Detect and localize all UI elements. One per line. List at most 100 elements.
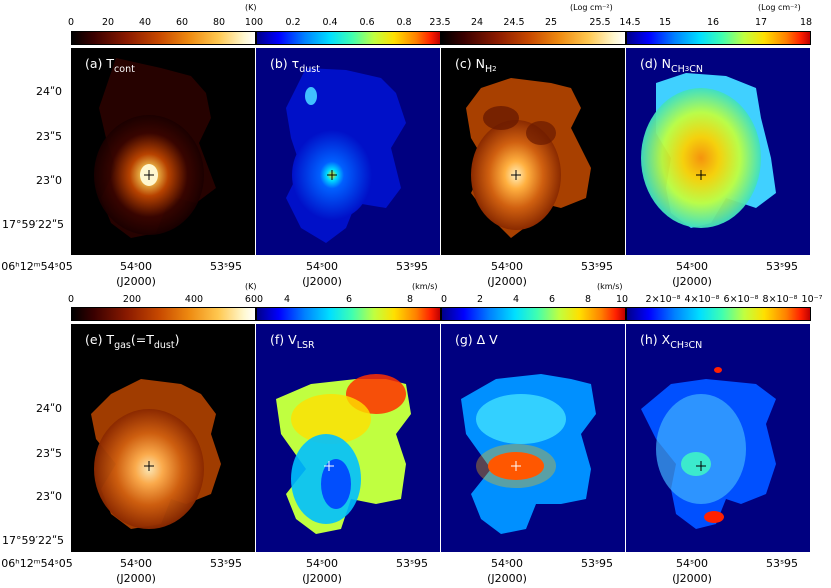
cb-tick: 25 [544, 17, 558, 28]
x-tick: 54ˢ00 [675, 260, 709, 273]
x-label: (J2000) [487, 572, 527, 585]
cb-tick: 10⁻⁷ [801, 294, 823, 305]
colorbar-nch3cn [626, 31, 811, 45]
cb-tick: 200 [122, 294, 142, 305]
cb-tick: 0 [67, 17, 75, 28]
map-xch3cn [641, 367, 776, 529]
cb-tick: 6 [548, 294, 556, 305]
x-tick: 06ʰ12ᵐ54ˢ05 [1, 260, 73, 273]
cb-tick: 16 [706, 17, 720, 28]
cb-tick: 8 [584, 294, 592, 305]
x-tick: 54ˢ00 [490, 557, 524, 570]
x-tick: 53ˢ95 [765, 557, 799, 570]
cb-tick: 80 [212, 17, 226, 28]
cb-tick: 2×10⁻⁸ [645, 294, 681, 305]
map-tgas [91, 379, 221, 529]
cb-tick: 60 [175, 17, 189, 28]
map-tau-dust [286, 68, 406, 243]
cb-tick: 18 [799, 17, 813, 28]
cb-tick: 8×10⁻⁸ [762, 294, 798, 305]
colorbar-xch3cn [626, 307, 811, 321]
y-tick: 23ʺ5 [36, 130, 63, 143]
y-tick: 24ʺ0 [36, 402, 63, 415]
panel-label: (a) Tcont [85, 56, 135, 75]
cb-tick: 100 [244, 17, 264, 28]
panel-label: (b) τdust [270, 56, 320, 75]
cb-tick: 4 [512, 294, 520, 305]
panel-d-nch3cn: (d) NCH3CN [626, 48, 810, 255]
y-tick: 17°59′22ʺ5 [2, 218, 65, 231]
cb-tick: 14.5 [619, 17, 641, 28]
x-label: (J2000) [672, 275, 712, 288]
cb-tick: 15 [658, 17, 672, 28]
colorbar-tgas [71, 307, 256, 321]
x-tick: 54ˢ00 [305, 260, 339, 273]
cb-tick: 24 [470, 17, 484, 28]
x-label: (J2000) [487, 275, 527, 288]
x-tick: 53ˢ95 [395, 557, 429, 570]
x-tick: 53ˢ95 [395, 260, 429, 273]
colorbar-tcont [71, 31, 256, 45]
cb-tick: 0.6 [359, 17, 375, 28]
cb-tick: 20 [101, 17, 115, 28]
x-tick: 53ˢ95 [209, 557, 243, 570]
cb-unit: (K) [245, 282, 257, 291]
cb-tick: 600 [244, 294, 264, 305]
cb-tick: 400 [184, 294, 204, 305]
x-tick: 54ˢ00 [305, 557, 339, 570]
cb-unit: (km/s) [412, 282, 438, 291]
cb-unit: (Log cm⁻²) [570, 3, 613, 12]
x-tick: 53ˢ95 [765, 260, 799, 273]
x-tick: 53ˢ95 [580, 557, 614, 570]
map-nch3cn [641, 73, 776, 228]
cb-tick: 17 [754, 17, 768, 28]
panel-a-tcont: (a) Tcont [71, 48, 255, 255]
cb-unit: (km/s) [597, 282, 623, 291]
x-label: (J2000) [302, 572, 342, 585]
cb-tick: 4 [283, 294, 291, 305]
y-tick: 23ʺ0 [36, 174, 63, 187]
x-label: (J2000) [116, 275, 156, 288]
cb-tick: 0 [67, 294, 75, 305]
x-tick: 53ˢ95 [580, 260, 614, 273]
cb-tick: 0.8 [396, 17, 412, 28]
y-tick: 23ʺ5 [36, 447, 63, 460]
map-vlsr [276, 374, 411, 534]
panel-label: (d) NCH3CN [640, 56, 704, 75]
panel-e-tgas: (e) Tgas(=Tdust) [71, 324, 255, 552]
cb-tick: 2 [476, 294, 484, 305]
panel-f-vlsr: (f) VLSR [256, 324, 440, 552]
panel-h-xch3cn: (h) XCH3CN [626, 324, 810, 552]
y-tick: 24ʺ0 [36, 85, 63, 98]
cb-tick: 0.2 [285, 17, 301, 28]
y-tick: 23ʺ0 [36, 490, 63, 503]
cb-tick: 0.4 [322, 17, 338, 28]
panel-c-nh2: (c) NH2 [441, 48, 625, 255]
cb-tick: 10 [615, 294, 629, 305]
cb-tick: 0 [440, 294, 448, 305]
colorbar-nh2 [441, 31, 626, 45]
cb-tick: 6 [345, 294, 353, 305]
cb-unit: (Log cm⁻²) [758, 3, 801, 12]
y-tick: 17°59′22ʺ5 [2, 534, 65, 547]
cb-tick: 24.5 [503, 17, 525, 28]
panel-label: (c) NH2 [455, 56, 497, 75]
colorbar-tau [256, 31, 441, 45]
panel-label: (f) VLSR [270, 332, 315, 351]
cb-tick: 8 [406, 294, 414, 305]
panel-label: (e) Tgas(=Tdust) [85, 332, 180, 351]
x-tick: 54ˢ00 [490, 260, 524, 273]
x-label: (J2000) [116, 572, 156, 585]
cb-tick: 25.5 [589, 17, 611, 28]
cb-tick: 4×10⁻⁸ [684, 294, 720, 305]
x-tick: 06ʰ12ᵐ54ˢ05 [1, 557, 73, 570]
x-tick: 54ˢ00 [675, 557, 709, 570]
cb-tick: 23.5 [429, 17, 451, 28]
x-tick: 54ˢ00 [119, 557, 153, 570]
cb-tick: 40 [138, 17, 152, 28]
panel-label: (g) Δ V [455, 332, 498, 347]
colorbar-vlsr [256, 307, 441, 321]
panel-b-tau-dust: (b) τdust [256, 48, 440, 255]
map-deltav [461, 374, 596, 534]
colorbar-deltav [441, 307, 626, 321]
